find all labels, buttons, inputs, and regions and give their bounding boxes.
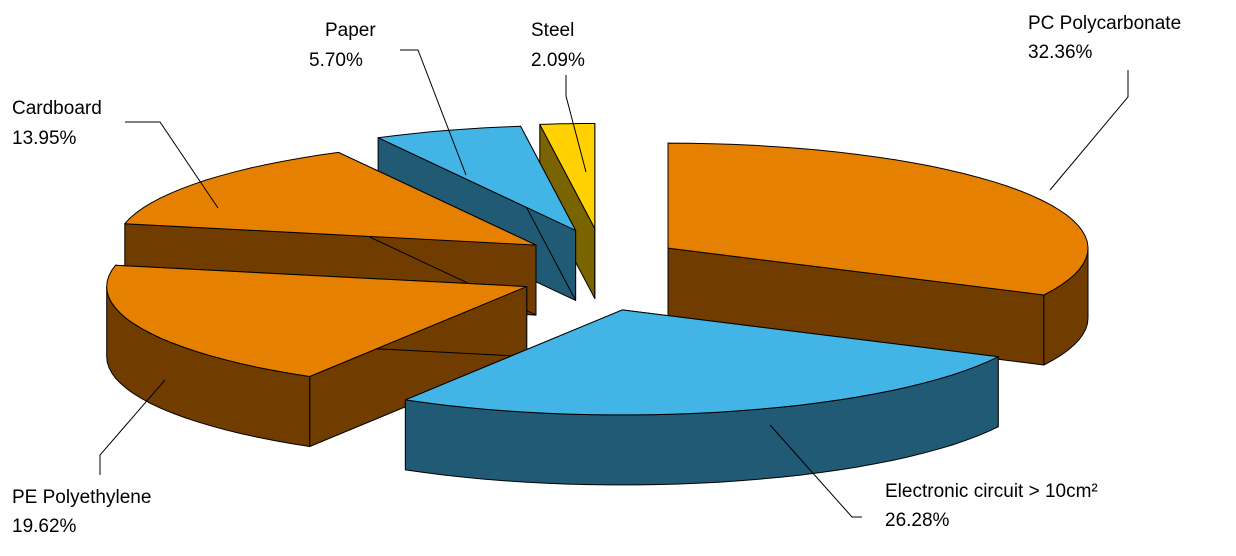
slice-top-pc-polycarbonate xyxy=(667,142,1089,296)
leader-lines xyxy=(99,49,1129,518)
slice-value-cardboard: 13.95% xyxy=(12,128,77,149)
slice-value-paper: 5.70% xyxy=(309,50,363,71)
pie-slices xyxy=(106,123,1089,486)
slice-steel xyxy=(539,123,596,299)
leader-line-cardboard xyxy=(125,121,219,209)
slice-pe-polyethylene xyxy=(106,264,528,447)
leader-line-steel xyxy=(565,75,587,173)
leader-line-electronic-circuit-10cm xyxy=(769,424,862,518)
slice-top-steel xyxy=(539,123,596,229)
slice-electronic-circuit-10cm xyxy=(404,309,999,486)
slice-value-electronic-circuit: 26.28% xyxy=(885,510,950,531)
slice-label-electronic-circuit: Electronic circuit > 10cm² xyxy=(885,481,1098,502)
slice-label-pc-polycarbonate: PC Polycarbonate xyxy=(1028,13,1181,34)
slice-label-cardboard: Cardboard xyxy=(12,98,102,119)
leader-line-pc-polycarbonate xyxy=(1049,70,1129,191)
slice-label-paper: Paper xyxy=(325,20,376,41)
slice-top-electronic-circuit-10cm xyxy=(404,309,999,416)
slice-top-paper xyxy=(377,125,577,231)
slice-top-pe-polyethylene xyxy=(106,264,528,377)
leader-line-pe-polyethylene xyxy=(99,379,166,475)
slice-value-pc-polycarbonate: 32.36% xyxy=(1028,42,1093,63)
slice-value-pe-polyethylene: 19.62% xyxy=(12,516,77,537)
slice-value-steel: 2.09% xyxy=(531,50,585,71)
slice-pc-polycarbonate xyxy=(667,142,1089,366)
leader-line-paper xyxy=(400,49,467,176)
slice-label-pe-polyethylene: PE Polyethylene xyxy=(12,487,151,508)
slice-label-steel: Steel xyxy=(531,20,574,41)
